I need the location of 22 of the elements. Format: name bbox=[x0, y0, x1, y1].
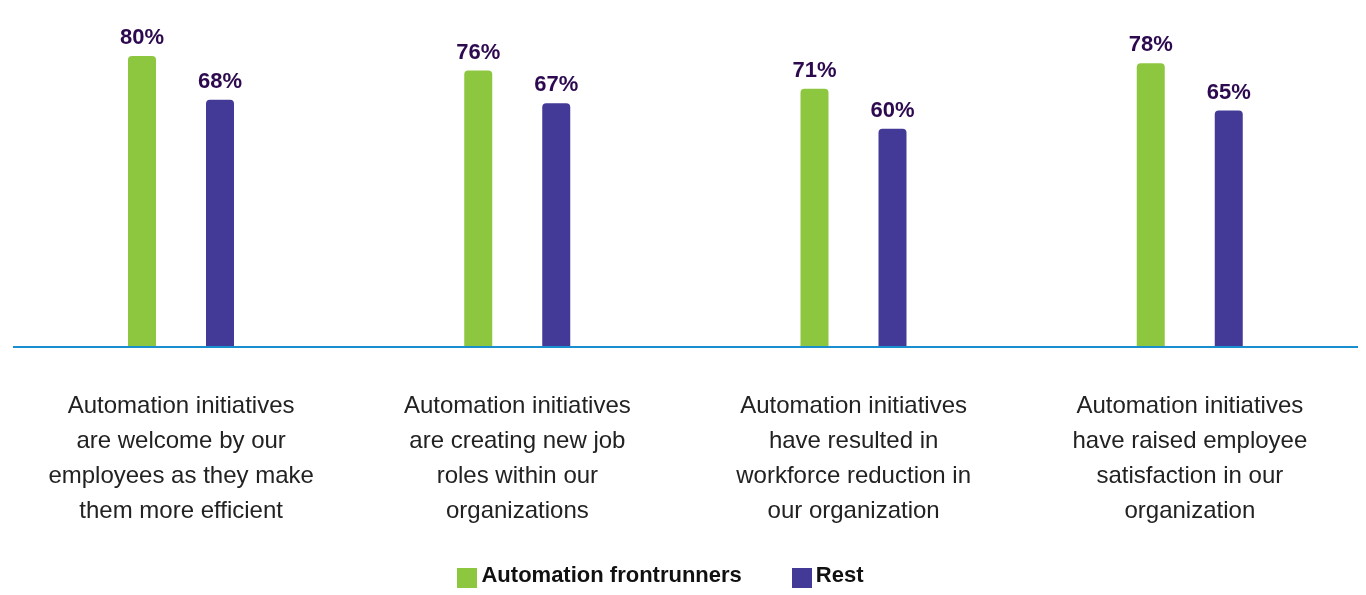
data-label: 60% bbox=[870, 96, 915, 122]
bar bbox=[800, 88, 829, 347]
data-label: 71% bbox=[792, 56, 837, 82]
data-label: 67% bbox=[534, 71, 579, 97]
bar bbox=[1214, 110, 1243, 347]
bar bbox=[464, 70, 493, 347]
legend-label: Automation frontrunners bbox=[481, 562, 742, 587]
bar bbox=[1136, 63, 1165, 347]
bar bbox=[206, 99, 234, 347]
x-tick-label: Automation initiatives are welcome by our employees as they make them more efficient bbox=[48, 391, 314, 523]
x-tick-label: Automation initiatives have resulted in workforce reduction in our organization bbox=[735, 391, 972, 523]
x-tick-label: Automation initiatives have raised employee satisfaction in our organization bbox=[1072, 391, 1308, 523]
bar bbox=[542, 103, 571, 347]
bar bbox=[128, 56, 156, 347]
data-label: 80% bbox=[119, 24, 165, 49]
data-label: 65% bbox=[1206, 78, 1251, 104]
x-tick-label: Automation initiatives are creating new job roles within our organizations bbox=[403, 391, 631, 523]
legend-label: Rest bbox=[815, 562, 864, 587]
data-label: 78% bbox=[1128, 31, 1173, 57]
bar bbox=[878, 128, 907, 347]
data-label: 76% bbox=[456, 38, 501, 64]
data-label: 68% bbox=[197, 67, 243, 93]
